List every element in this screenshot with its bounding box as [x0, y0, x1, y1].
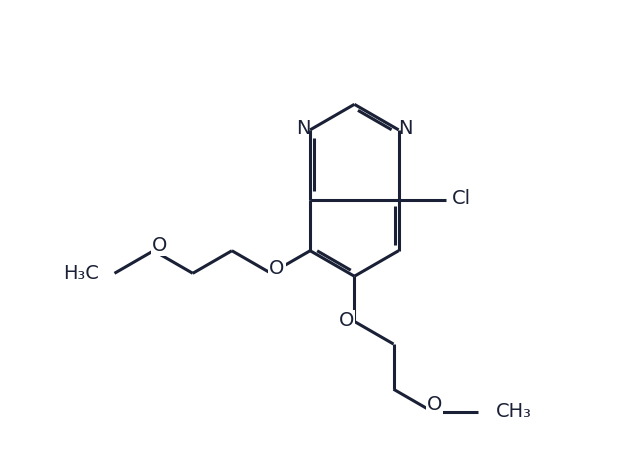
Text: N: N — [296, 119, 310, 138]
Text: O: O — [152, 236, 167, 255]
Text: O: O — [427, 395, 442, 415]
Text: N: N — [398, 119, 413, 138]
Text: O: O — [269, 259, 285, 278]
Text: CH₃: CH₃ — [495, 402, 531, 421]
Text: Cl: Cl — [452, 189, 471, 208]
Text: H₃C: H₃C — [63, 264, 99, 283]
Text: O: O — [339, 311, 354, 330]
